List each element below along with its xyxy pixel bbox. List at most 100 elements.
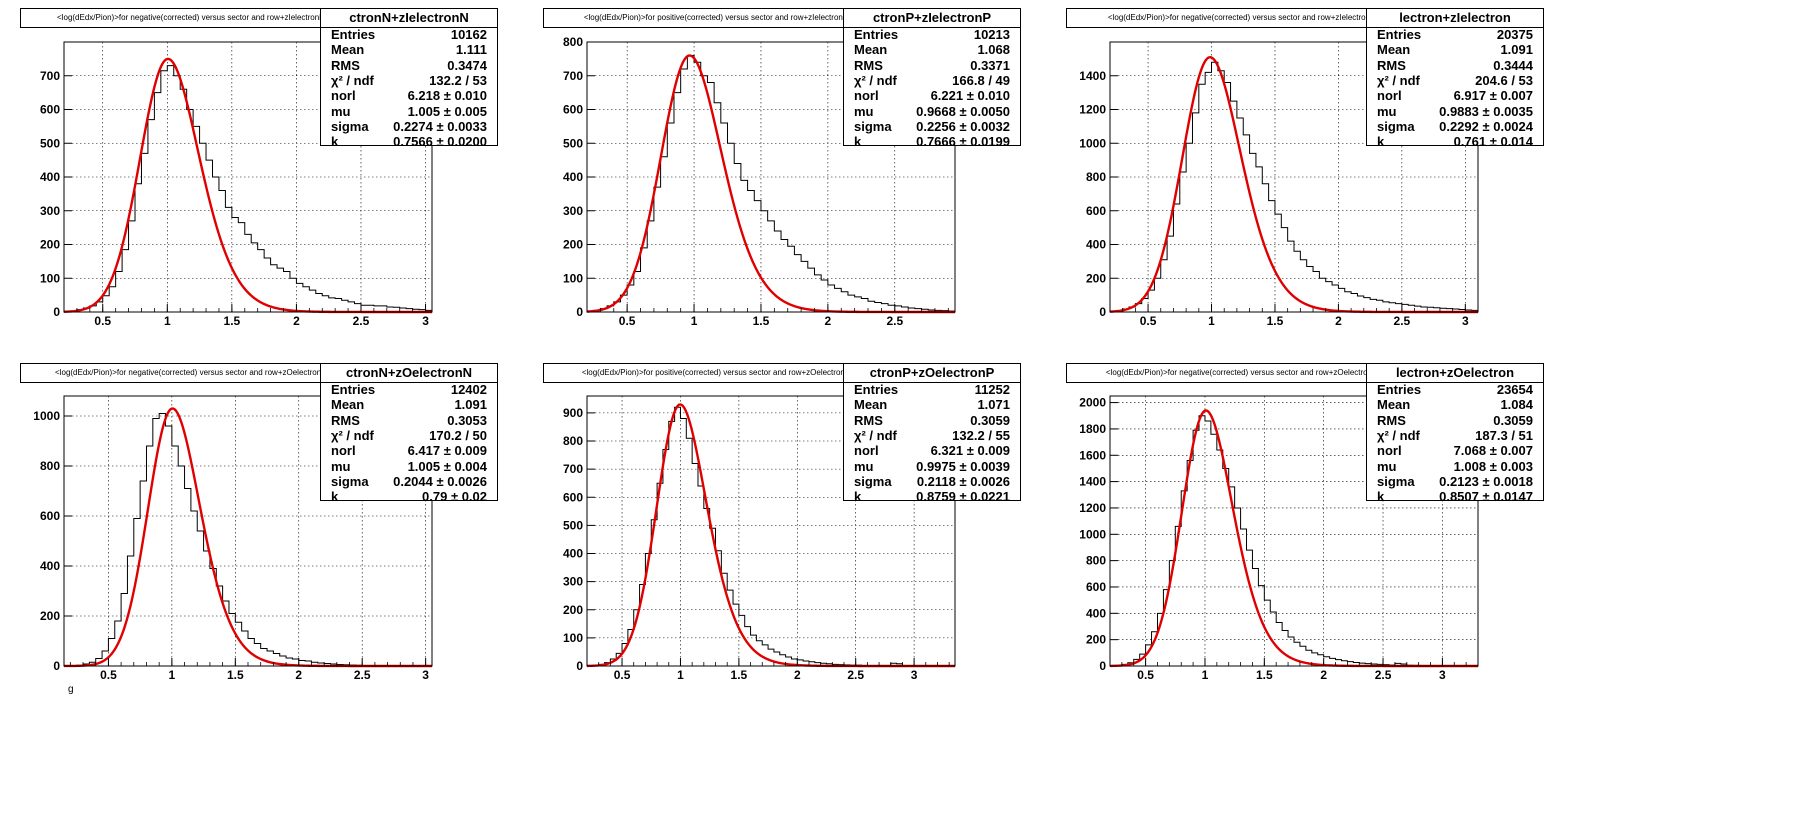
stats-key: χ² / ndf [331,427,374,443]
stats-key: k [331,489,339,505]
stats-key: Entries [1377,27,1422,42]
y-tick-label: 100 [40,271,60,285]
stats-value: 6.221 ± 0.010 [930,88,1010,104]
stats-value: 1.084 [1500,397,1533,413]
y-tick-label: 700 [563,69,583,83]
stats-key: norl [854,88,879,104]
stats-key: Entries [331,27,376,42]
stats-row: sigma 0.2123 ± 0.0018 [1377,473,1533,490]
stats-key: mu [331,103,351,119]
stats-value: 132.2 / 53 [429,72,487,88]
y-tick-label: 200 [563,238,583,252]
stats-row: norl 6.417 ± 0.009 [331,442,487,459]
stats-value: 20375 [1496,27,1533,42]
stats-key: norl [1377,88,1402,104]
histogram-title: <log(dEdx/Pion)>for positive(corrected) … [543,8,889,28]
x-tick-label: 0.5 [1140,314,1157,328]
stats-row: sigma 0.2118 ± 0.0026 [854,473,1010,490]
stats-row: k 0.7666 ± 0.0199 [854,133,1010,150]
stats-row: χ² / ndf 166.8 / 49 [854,72,1010,89]
stats-row: Mean 1.071 [854,396,1010,413]
stats-key: Entries [331,382,376,397]
stats-value: 1.091 [1500,42,1533,58]
histogram-title: <log(dEdx/Pion)>for negative(corrected) … [1066,363,1412,383]
x-tick-label: 1 [1208,314,1215,328]
x-tick-label: 2 [295,668,302,682]
y-tick-label: 700 [563,462,583,476]
y-tick-label: 500 [563,518,583,532]
stats-key: k [331,134,339,150]
y-tick-label: 200 [1086,271,1106,285]
stats-key: χ² / ndf [854,72,897,88]
stats-box: ctronP+zOelectronP Entries 11252 Mean 1.071 R… [843,363,1021,504]
stats-box: lectron+zIelectron Entries 20375 Mean 1.091 R… [1366,8,1544,149]
x-tick-label: 1.5 [753,314,770,328]
x-tick-label: 1.5 [1267,314,1284,328]
stats-key: χ² / ndf [1377,427,1420,443]
stats-key: Mean [1377,397,1411,413]
y-tick-label: 400 [1086,238,1106,252]
stats-value: 170.2 / 50 [429,427,487,443]
stats-title: ctronP+zIelectronP [844,9,1020,28]
y-tick-label: 1200 [1079,501,1106,515]
y-tick-label: 1000 [33,409,60,423]
x-tick-label: 1.5 [227,668,244,682]
stats-row: RMS 0.3474 [331,57,487,74]
stats-key: norl [331,88,356,104]
stats-row: mu 1.005 ± 0.005 [331,103,487,120]
x-tick-label: 2.5 [353,314,370,328]
stats-value: 6.321 ± 0.009 [930,443,1010,459]
stats-row: k 0.7566 ± 0.0200 [331,133,487,150]
y-tick-label: 400 [1086,606,1106,620]
stats-row: mu 0.9883 ± 0.0035 [1377,103,1533,120]
x-tick-label: 0.5 [619,314,636,328]
stats-row: χ² / ndf 187.3 / 51 [1377,427,1533,444]
stats-key: mu [331,458,351,474]
stats-row: RMS 0.3371 [854,57,1010,74]
stats-value: 0.7666 ± 0.0199 [916,134,1010,150]
x-tick-label: 1 [677,668,684,682]
stats-box: ctronN+zOelectronN Entries 12402 Mean 1.091 R… [320,363,498,504]
stats-value: 0.2256 ± 0.0032 [916,118,1010,134]
stats-value: 7.068 ± 0.007 [1453,443,1533,459]
x-tick-label: 3 [422,668,429,682]
x-tick-label: 3 [1462,314,1469,328]
stats-value: 10162 [450,27,487,42]
x-tick-label: 1 [164,314,171,328]
y-tick-label: 300 [563,204,583,218]
x-tick-label: 1 [169,668,176,682]
stats-value: 6.218 ± 0.010 [407,88,487,104]
x-tick-label: 3 [422,314,429,328]
stats-value: 0.3059 [1493,412,1533,428]
y-tick-label: 700 [40,69,60,83]
plot-frame [586,395,956,667]
stats-key: Mean [854,397,888,413]
stats-key: Mean [854,42,888,58]
stats-row: mu 1.008 ± 0.003 [1377,458,1533,475]
y-tick-label: 1400 [1079,69,1106,83]
x-tick-label: 0.5 [94,314,111,328]
stats-row: χ² / ndf 132.2 / 53 [331,72,487,89]
stats-title: ctronN+zIelectronN [321,9,497,28]
y-tick-label: 1000 [1079,136,1106,150]
x-tick-label: 1.5 [731,668,748,682]
stats-row: Entries 20375 [1377,26,1533,43]
x-tick-label: 2.5 [847,668,864,682]
stats-box: lectron+zOelectron Entries 23654 Mean 1.084 R… [1366,363,1544,504]
stats-key: RMS [854,412,883,428]
stats-value: 0.2274 ± 0.0033 [393,118,487,134]
y-tick-label: 800 [40,459,60,473]
stats-row: Mean 1.111 [331,41,487,58]
stats-key: χ² / ndf [854,427,897,443]
stats-row: norl 6.218 ± 0.010 [331,87,487,104]
stats-value: 1.068 [977,42,1010,58]
plot-frame [1109,395,1479,667]
stats-value: 23654 [1496,382,1533,397]
x-tick-label: 2 [825,314,832,328]
stats-value: 0.3474 [447,57,487,73]
y-tick-label: 400 [563,547,583,561]
histogram-title: <log(dEdx/Pion)>for negative(corrected) … [1066,8,1412,28]
stats-row: sigma 0.2274 ± 0.0033 [331,118,487,135]
